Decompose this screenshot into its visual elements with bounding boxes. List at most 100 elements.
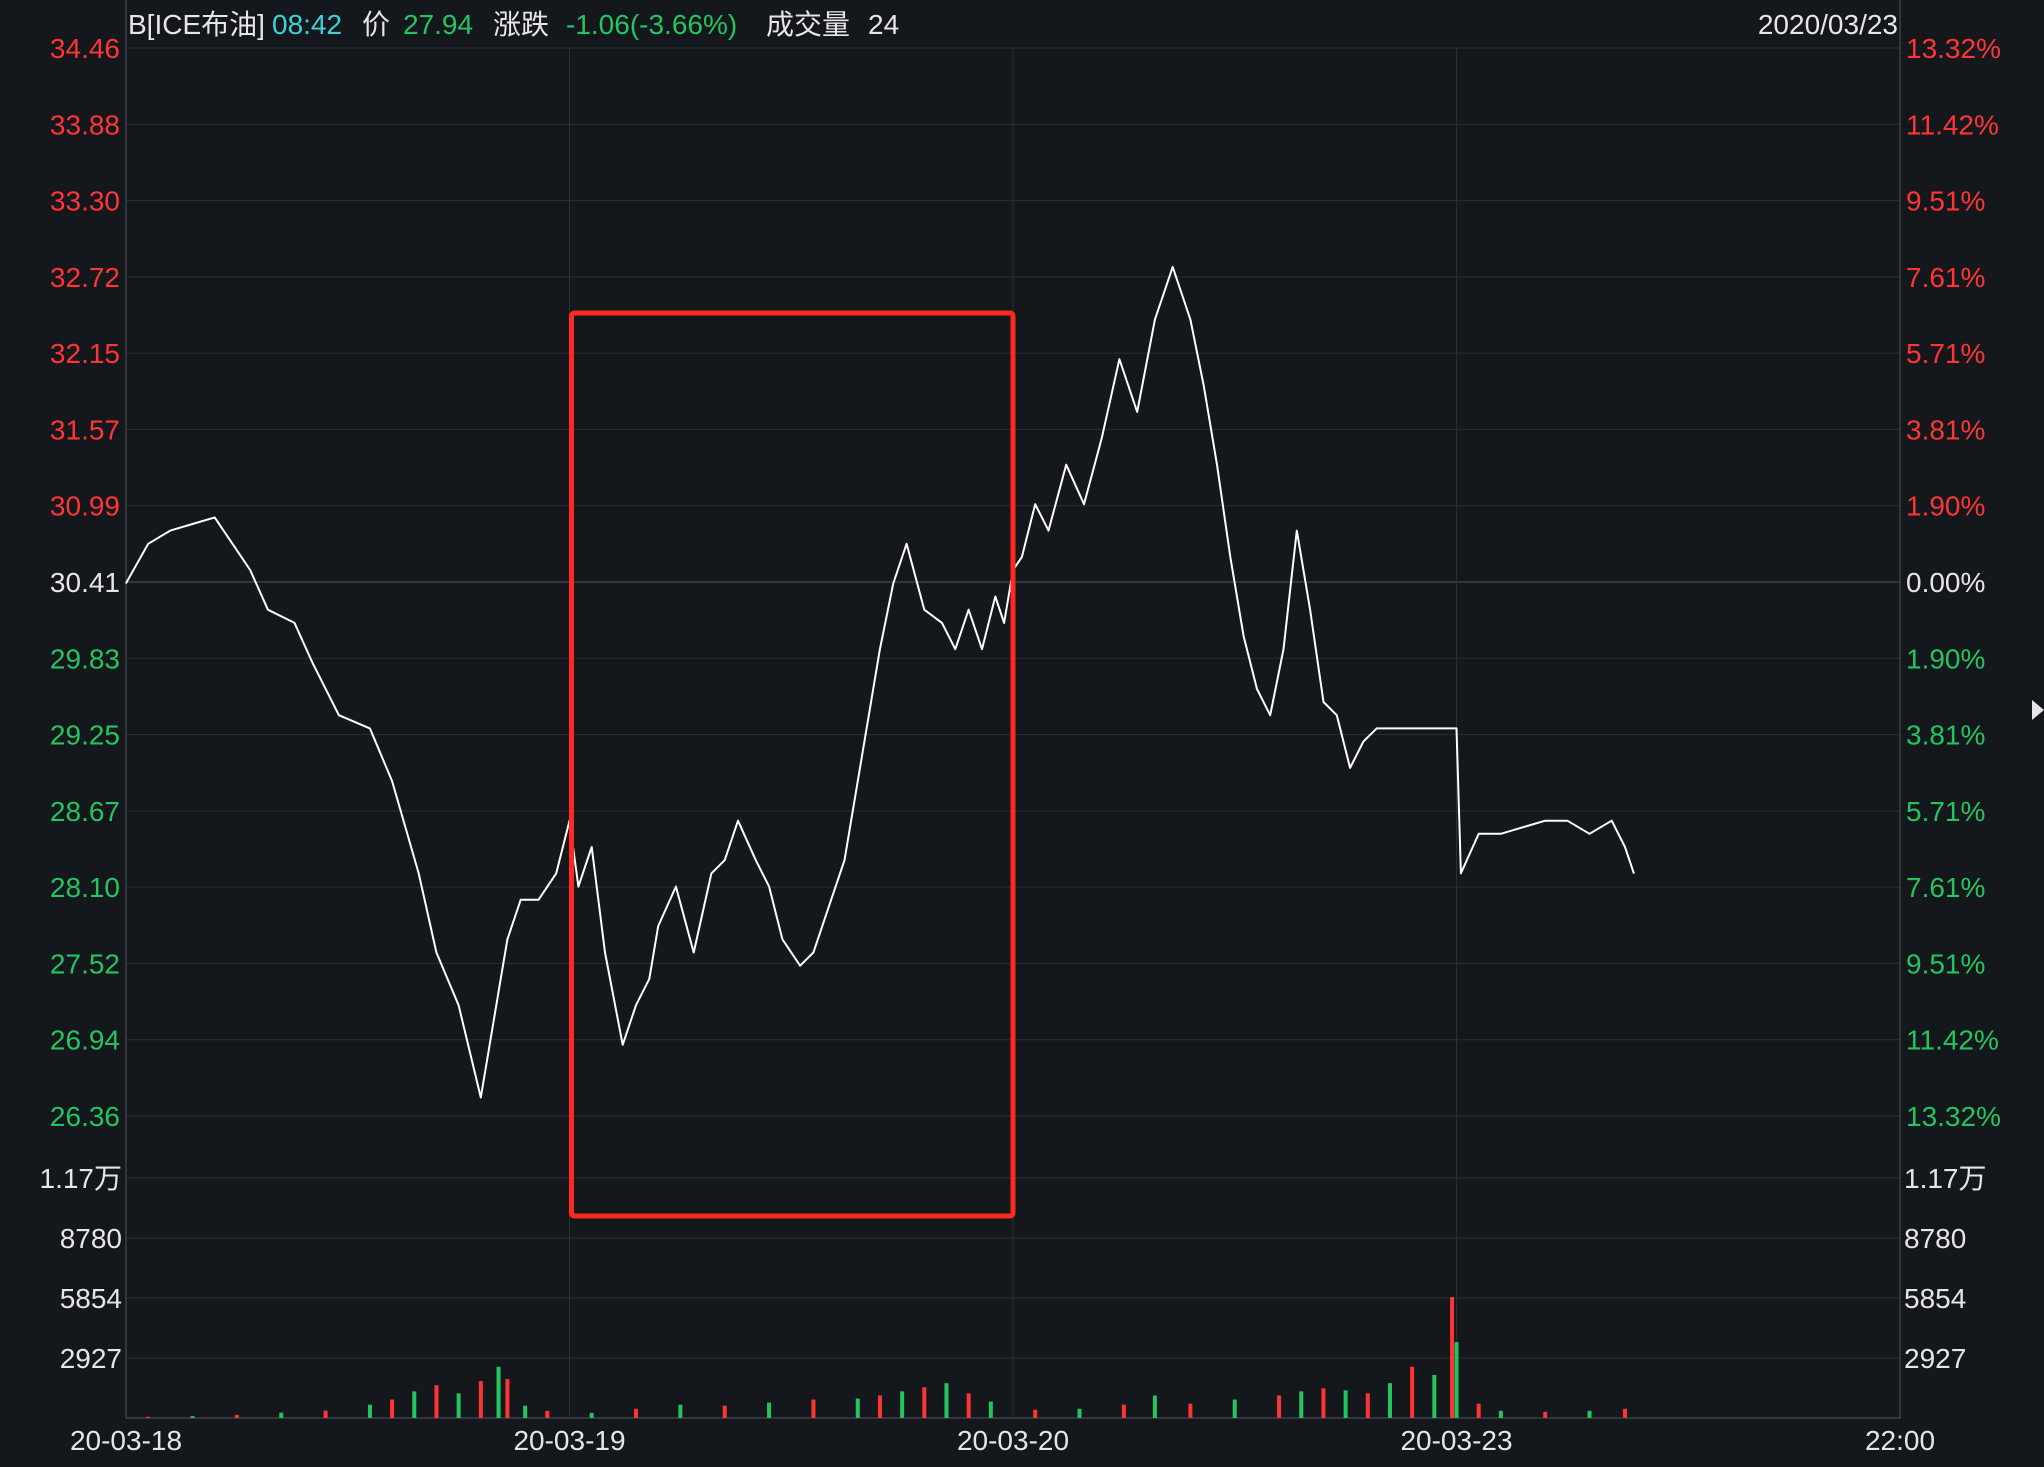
volume-bar [279,1412,284,1418]
price-point [675,886,677,888]
price-point [591,846,593,848]
volume-tick-label-right: 5854 [1904,1283,1966,1314]
price-point [369,727,371,729]
percent-tick-label: 11.42% [1906,109,1999,140]
price-point [214,516,216,518]
price-point [781,938,783,940]
price-point [1611,820,1613,822]
percent-tick-label: 5.71% [1906,338,1985,369]
price-point [555,872,557,874]
volume-bar [1410,1366,1415,1418]
percent-tick-label: 5.71% [1906,796,1985,827]
price-point [1118,358,1120,360]
price-point [1322,701,1324,703]
price-point [1309,609,1311,611]
price-point [622,1044,624,1046]
price-point [635,1004,637,1006]
price-point [799,965,801,967]
price-point [906,543,908,545]
price-point [768,886,770,888]
volume-bar [1033,1409,1038,1418]
price-point [941,622,943,624]
price-point [1243,635,1245,637]
price-point [311,661,313,663]
price-tick-label: 32.15 [50,338,120,369]
volume-bar [1188,1403,1193,1418]
price-label: 价 [362,9,390,40]
volume-bar [855,1398,860,1418]
price-point [843,859,845,861]
price-point [577,886,579,888]
price-point [1456,727,1457,729]
annotation-layer [569,310,1016,1219]
percent-tick-label: 1.90% [1906,643,1985,674]
price-point [1589,833,1591,835]
price-point [520,899,522,901]
price-point [1633,872,1635,874]
percent-tick-label: 13.32% [1906,33,2001,64]
percent-tick-label: 3.81% [1906,720,1985,751]
volume-bar [367,1404,372,1418]
quote-time: 08:42 [272,9,342,40]
time-tick-label: 20-03-18 [70,1425,182,1456]
price-point [1003,622,1005,624]
volume-bar [456,1393,461,1418]
symbol-label: B[ICE布油] [128,9,265,40]
price-tick-label: 29.25 [50,720,120,751]
volume-bar [678,1404,683,1418]
price-point [506,938,508,940]
price-point [1624,846,1626,848]
volume-tick-label: 5854 [60,1283,122,1314]
volume-bar [1476,1403,1481,1418]
volume-bar [1365,1393,1370,1418]
volume-bar [922,1387,927,1418]
percent-tick-label: 7.61% [1906,262,1985,293]
price-point [994,596,996,598]
price-point [755,859,757,861]
price-point [1349,767,1351,769]
price-point [1522,826,1524,828]
price-point [169,530,171,532]
price-point [693,952,695,954]
volume-bar [390,1399,395,1418]
price-point [879,648,881,650]
price-point [1500,833,1502,835]
price-point [861,754,863,756]
price-point [826,912,828,914]
quote-header: B[ICE布油] 08:42 价 27.94 涨跌 -1.06(-3.66%) … [128,9,1898,40]
percent-tick-label: 1.90% [1906,491,1985,522]
volume-bar [722,1405,727,1418]
volume-bar [505,1379,510,1418]
volume-tick-label-right: 2927 [1904,1343,1966,1374]
expand-panel-arrow-icon[interactable] [2032,700,2044,720]
volume-bar [1498,1410,1503,1418]
price-point [418,872,420,874]
price-tick-label: 33.88 [50,109,120,140]
price-point [1154,319,1156,321]
volume-bar [1450,1297,1455,1418]
volume-bar [1152,1395,1157,1418]
volume-bar [496,1366,501,1418]
volume-bar [545,1410,550,1418]
price-point [1189,319,1191,321]
volume-bar [1321,1388,1326,1418]
volume-tick-label: 8780 [60,1223,122,1254]
price-point [812,952,814,954]
price-tick-label: 29.83 [50,643,120,674]
volume-tick-label-right: 8780 [1904,1223,1966,1254]
price-point [1296,530,1298,532]
volume-tick-label: 1.17万 [40,1163,123,1194]
quote-date: 2020/03/23 [1758,9,1898,40]
price-tick-label: 30.41 [50,567,120,598]
price-point [147,543,149,545]
volume-bar [1343,1390,1348,1418]
price-point [480,1097,482,1099]
price-tick-label: 26.94 [50,1025,120,1056]
volume-bar [1121,1404,1126,1418]
price-point [710,872,712,874]
price-point [1566,820,1568,822]
price-point [1442,727,1444,729]
percent-tick-label: 13.32% [1906,1101,2001,1132]
price-point [192,523,194,525]
